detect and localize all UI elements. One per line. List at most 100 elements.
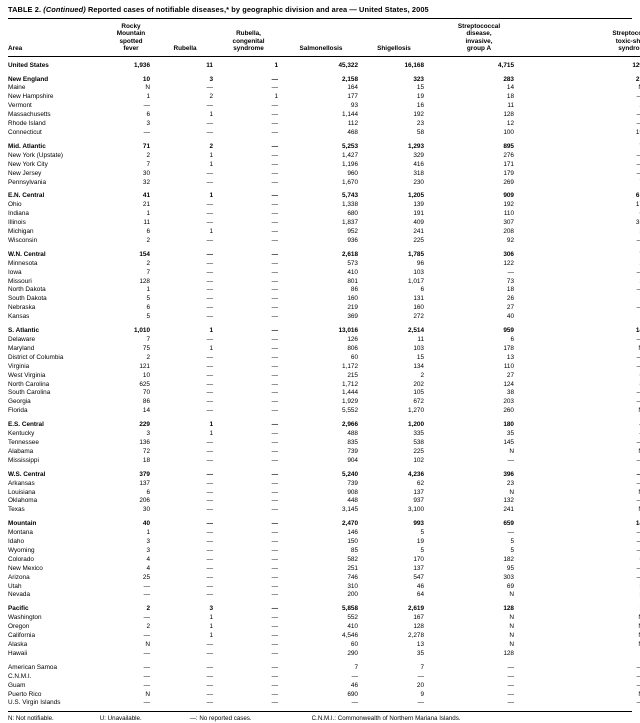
value-cell: — xyxy=(271,353,278,361)
value-cell: 6 xyxy=(146,228,150,236)
value-cell: 134 xyxy=(413,362,424,370)
table-row: Florida 14 — — 5,552 1,270 260N xyxy=(8,407,640,416)
value-cell: — xyxy=(507,681,514,689)
value-cell: 4 xyxy=(517,430,640,439)
value-cell: — xyxy=(206,102,213,110)
value-cell: 993 xyxy=(413,520,424,528)
value-cell: — xyxy=(206,398,213,406)
value-cell: 1,444 xyxy=(342,389,358,397)
value-cell: 7 xyxy=(146,268,150,276)
value-cell: — xyxy=(517,497,640,506)
value-cell: — xyxy=(517,286,640,295)
value-cell: — xyxy=(206,84,213,92)
value-cell: — xyxy=(517,354,640,363)
value-cell: — xyxy=(206,286,213,294)
value-cell: 1 xyxy=(274,93,278,101)
value-cell: 122 xyxy=(503,259,514,267)
value-cell: 310 xyxy=(347,582,358,590)
value-cell: 30 xyxy=(142,169,150,177)
area-cell: Mississippi xyxy=(8,456,39,464)
value-cell: N xyxy=(517,614,640,623)
value-cell: 904 xyxy=(347,456,358,464)
value-cell: — xyxy=(271,407,278,415)
value-cell: 739 xyxy=(347,479,358,487)
value-cell: 225 xyxy=(413,236,424,244)
value-cell: 60 xyxy=(350,353,358,361)
value-cell: 178 xyxy=(503,344,514,352)
value-cell: — xyxy=(206,219,213,227)
value-cell: 1 xyxy=(517,650,640,659)
value-cell: 11 xyxy=(206,61,213,69)
area-cell: Rhode Island xyxy=(8,120,46,128)
area-cell: Ohio xyxy=(8,201,22,209)
value-cell: 45,322 xyxy=(338,61,358,69)
value-cell: 2 xyxy=(209,93,213,101)
value-cell: — xyxy=(271,371,278,379)
value-cell: — xyxy=(206,573,213,581)
table-footnotes: N: Not notifiable. U: Unavailable. —: No r… xyxy=(8,711,632,723)
value-cell: — xyxy=(271,591,278,599)
value-cell: 7 xyxy=(146,160,150,168)
value-cell: N xyxy=(517,691,640,700)
value-cell: — xyxy=(517,682,640,691)
value-cell: N xyxy=(517,407,640,416)
value-cell: 6 xyxy=(517,556,640,565)
value-cell: 4,546 xyxy=(342,632,358,640)
value-cell: 7 xyxy=(517,246,640,260)
value-cell: — xyxy=(271,456,278,464)
value-cell: 1,293 xyxy=(408,142,424,150)
value-cell: 128 xyxy=(503,111,514,119)
footnote: —: No reported cases. xyxy=(189,715,252,723)
value-cell: 3 xyxy=(209,605,213,613)
value-cell: — xyxy=(271,641,278,648)
value-cell: — xyxy=(271,699,278,707)
value-cell: 128 xyxy=(503,649,514,657)
value-cell: 4 xyxy=(146,564,150,572)
value-cell: — xyxy=(143,102,150,110)
value-cell: 552 xyxy=(347,614,358,622)
value-cell: 2,619 xyxy=(408,605,424,613)
value-cell: — xyxy=(507,529,514,537)
value-cell: — xyxy=(271,573,278,581)
value-cell: 10 xyxy=(142,371,150,379)
value-cell: — xyxy=(517,93,640,102)
value-cell: — xyxy=(517,389,640,398)
value-cell: 1,338 xyxy=(342,201,358,209)
area-cell: Mountain xyxy=(8,520,37,528)
value-cell: 323 xyxy=(413,75,424,83)
area-cell: West Virginia xyxy=(8,371,46,379)
value-cell: — xyxy=(206,479,213,487)
value-cell: — xyxy=(271,672,278,680)
table-title: TABLE 2. (Continued) Reported cases of n… xyxy=(8,5,632,19)
value-cell: N xyxy=(517,632,640,641)
footnote: U: Unavailable. xyxy=(99,715,142,723)
value-cell: 93 xyxy=(350,102,358,110)
area-cell: Vermont xyxy=(8,102,32,110)
value-cell: 128 xyxy=(139,277,150,285)
value-cell: 1 xyxy=(517,600,640,614)
value-cell: — xyxy=(206,649,213,657)
area-cell: Connecticut xyxy=(8,128,42,136)
value-cell: 1,670 xyxy=(342,178,358,186)
value-cell: 1 xyxy=(209,151,213,159)
value-cell: 1,010 xyxy=(134,327,150,335)
value-cell: 416 xyxy=(413,160,424,168)
table-row: W.N. Central 154 — — 2,618 1,785 3067 xyxy=(8,246,640,260)
value-cell: 276 xyxy=(503,151,514,159)
value-cell: — xyxy=(271,120,278,128)
value-cell: — xyxy=(206,178,213,186)
value-cell: 154 xyxy=(139,250,150,258)
value-cell: 6 xyxy=(517,210,640,219)
value-cell: 806 xyxy=(347,344,358,352)
value-cell: 269 xyxy=(503,178,514,186)
table-row: Louisiana 6 — — 908 137 NN xyxy=(8,489,640,498)
value-cell: 27 xyxy=(506,371,514,379)
value-cell: 105 xyxy=(413,389,424,397)
value-cell: 7 xyxy=(146,336,150,343)
value-cell: 5 xyxy=(510,538,514,546)
